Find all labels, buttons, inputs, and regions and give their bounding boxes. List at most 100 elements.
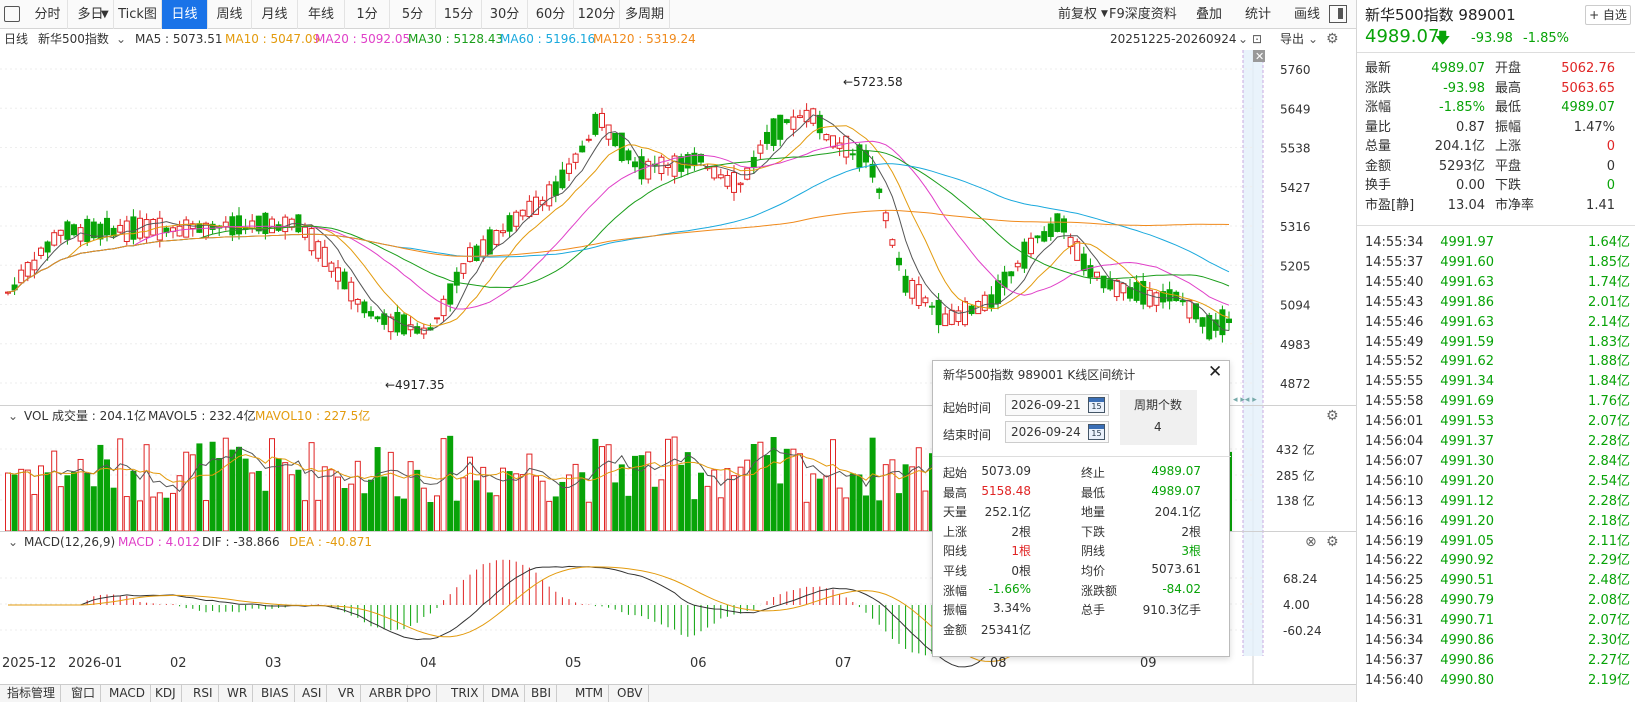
indicator-tab-obv[interactable]: OBV bbox=[612, 685, 649, 702]
x-axis-label: 08 bbox=[990, 656, 1007, 671]
indicator-tab-rsi[interactable]: RSI bbox=[188, 685, 219, 702]
indicator-tab-vr[interactable]: VR bbox=[333, 685, 361, 702]
calendar-icon[interactable]: 15 bbox=[1088, 397, 1105, 413]
calendar-icon[interactable]: 15 bbox=[1088, 424, 1105, 440]
candle-body bbox=[117, 224, 124, 233]
vol-y-tick: 432 亿 bbox=[1276, 442, 1315, 457]
toolbar-1min-button[interactable]: 1分 bbox=[345, 0, 390, 29]
volume-bar bbox=[902, 464, 909, 532]
candle-body bbox=[11, 284, 18, 291]
caret-down-icon[interactable]: ▼ bbox=[1101, 9, 1108, 19]
indicator-tab-bbi[interactable]: BBI bbox=[526, 685, 558, 702]
toolbar-weekly-button[interactable]: 周线 bbox=[208, 0, 252, 29]
volume-bar bbox=[84, 472, 91, 532]
close-icon[interactable]: ⊗ bbox=[1305, 534, 1317, 550]
add-watchlist-button[interactable]: + 自选 bbox=[1585, 5, 1631, 25]
caret-down-icon[interactable]: ▼ bbox=[101, 9, 109, 20]
chevron-down-icon[interactable]: ⌄ bbox=[8, 535, 19, 549]
candle-body bbox=[368, 311, 374, 317]
tick-time: 14:56:37 bbox=[1365, 652, 1424, 668]
export-button[interactable]: 导出 bbox=[1280, 32, 1305, 46]
toolbar-5min-button[interactable]: 5分 bbox=[390, 0, 436, 29]
y-tick-label: 4983 bbox=[1280, 338, 1311, 352]
indicator-tab-trix[interactable]: TRIX bbox=[446, 685, 485, 702]
tick-volume: 2.18亿 bbox=[1588, 513, 1630, 529]
ma120-value: MA120 : 5319.24 bbox=[593, 32, 696, 46]
layout-toggle-icon[interactable] bbox=[1329, 5, 1347, 23]
tick-volume: 2.48亿 bbox=[1588, 573, 1630, 589]
tick-row: 14:56:25 4990.51 2.48亿 bbox=[1357, 571, 1635, 591]
quote-stat-label: 最低 bbox=[1495, 100, 1522, 115]
volume-bar bbox=[810, 473, 817, 532]
toolbar-60min-button[interactable]: 60分 bbox=[528, 0, 574, 29]
chevron-down-icon[interactable]: ⌄ bbox=[1238, 32, 1249, 46]
candlesticks[interactable] bbox=[5, 103, 1232, 343]
candle-body bbox=[104, 217, 110, 236]
toolbar-yearly-button[interactable]: 年线 bbox=[298, 0, 345, 29]
volume-bar bbox=[526, 453, 533, 532]
volume-bar bbox=[176, 475, 183, 532]
volume-bar bbox=[790, 448, 797, 532]
volume-bar bbox=[196, 443, 203, 532]
indicator-tab-macd[interactable]: MACD bbox=[104, 685, 151, 702]
indicator-tab-arbr[interactable]: ARBR bbox=[364, 685, 409, 702]
volume-bar bbox=[704, 485, 711, 532]
index-name[interactable]: 新华500指数 bbox=[38, 32, 109, 46]
close-icon[interactable]: ✕ bbox=[1208, 362, 1223, 382]
toolbar-monthly-button[interactable]: 月线 bbox=[252, 0, 298, 29]
collapse-panel-icon[interactable] bbox=[4, 6, 20, 22]
gear-icon[interactable]: ⚙ bbox=[1326, 408, 1339, 424]
toolbar-multi-button[interactable]: 多周期 bbox=[620, 0, 670, 29]
candle-body bbox=[387, 316, 394, 333]
toolbar-daily-button[interactable]: 日线 bbox=[162, 0, 208, 29]
indicator-tab-dpo[interactable]: DPO bbox=[400, 685, 437, 702]
candle-body bbox=[328, 262, 335, 272]
toolbar-120min-button[interactable]: 120分 bbox=[574, 0, 620, 29]
indicator-tab-asi[interactable]: ASI bbox=[297, 685, 328, 702]
lock-icon[interactable]: ⊡ bbox=[1252, 32, 1263, 46]
toolbar-15min-button[interactable]: 15分 bbox=[436, 0, 482, 29]
indicator-tab-kdj[interactable]: KDJ bbox=[150, 685, 182, 702]
volume-bar bbox=[830, 439, 836, 532]
candle-body bbox=[942, 313, 949, 327]
stat-label: 最高 bbox=[943, 485, 968, 500]
gear-icon[interactable]: ⚙ bbox=[1326, 534, 1339, 550]
toolbar-duori-button[interactable]: 多日 bbox=[68, 0, 114, 29]
volume-bar bbox=[11, 474, 18, 532]
indicator-tab-窗口[interactable]: 窗口 bbox=[66, 685, 102, 702]
close-icon[interactable] bbox=[1253, 50, 1265, 62]
end-date-input[interactable]: 2026-09-24 15 bbox=[1005, 421, 1109, 443]
overlay-button[interactable]: 叠加 bbox=[1196, 7, 1223, 22]
f9-data-button[interactable]: F9深度资料 bbox=[1109, 7, 1177, 22]
volume-bar bbox=[407, 461, 414, 532]
kline-chart-area[interactable]: 5760 5649 5538 5427 5316 5205 5094 4983 4872 ✕ ←57… bbox=[0, 50, 1356, 684]
indicator-tab-mtm[interactable]: MTM bbox=[570, 685, 610, 702]
candle-body bbox=[731, 172, 737, 193]
candle-body bbox=[823, 134, 830, 141]
stats-button[interactable]: 统计 bbox=[1245, 7, 1272, 22]
indicator-tab-bias[interactable]: BIAS bbox=[256, 685, 295, 702]
candle-body bbox=[1146, 289, 1153, 307]
indicator-tab-指标管理[interactable]: 指标管理 bbox=[2, 685, 62, 702]
start-date-input[interactable]: 2026-09-21 15 bbox=[1005, 394, 1109, 416]
fuquan-button[interactable]: 前复权 bbox=[1058, 7, 1098, 22]
tick-row: 14:55:43 4991.86 2.01亿 bbox=[1357, 293, 1635, 313]
ma-info-bar: 日线 新华500指数 ⌄ MA5 : 5073.51 MA10 : 5047.0… bbox=[0, 29, 1356, 50]
stat-value: -84.02 bbox=[1162, 581, 1201, 596]
candle-body bbox=[552, 181, 559, 196]
stat-value: 204.1亿 bbox=[1154, 505, 1201, 520]
chevron-down-icon[interactable]: ⌄ bbox=[1308, 32, 1319, 46]
indicator-tab-wr[interactable]: WR bbox=[222, 685, 254, 702]
chevron-down-icon[interactable]: ⌄ bbox=[116, 32, 127, 46]
tick-time: 14:56:40 bbox=[1365, 672, 1424, 688]
scroll-arrows-icon[interactable]: ◂ ▸◂ ▸ bbox=[1233, 395, 1257, 405]
draw-button[interactable]: 画线 bbox=[1294, 7, 1321, 22]
indicator-tab-dma[interactable]: DMA bbox=[486, 685, 525, 702]
volume-bar bbox=[684, 452, 691, 532]
gear-icon[interactable]: ⚙ bbox=[1326, 31, 1339, 47]
chevron-down-icon[interactable]: ⌄ bbox=[8, 409, 19, 423]
toolbar-fenshi-button[interactable]: 分时 bbox=[28, 0, 68, 29]
toolbar-tick-button[interactable]: Tick图 bbox=[114, 0, 162, 29]
toolbar-30min-button[interactable]: 30分 bbox=[482, 0, 528, 29]
ma10-value: MA10 : 5047.09 bbox=[225, 32, 321, 46]
